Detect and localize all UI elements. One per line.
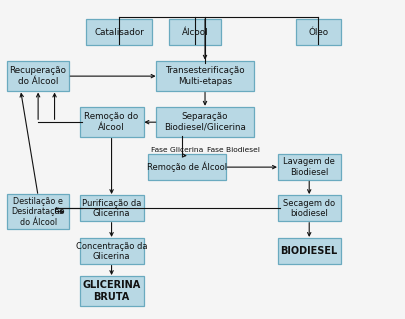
FancyBboxPatch shape [7, 195, 69, 229]
Text: Destilação e
Desidratação
do Álcool: Destilação e Desidratação do Álcool [11, 197, 65, 227]
FancyBboxPatch shape [79, 276, 143, 306]
FancyBboxPatch shape [79, 107, 143, 137]
FancyBboxPatch shape [79, 238, 143, 264]
FancyBboxPatch shape [295, 19, 340, 45]
FancyBboxPatch shape [277, 196, 340, 221]
Text: Remoção do
Álcool: Remoção do Álcool [84, 113, 139, 132]
FancyBboxPatch shape [156, 107, 253, 137]
Text: Óleo: Óleo [307, 28, 328, 37]
Text: GLICERINA
BRUTA: GLICERINA BRUTA [82, 280, 141, 302]
Text: Transesterificação
Multi-etapas: Transesterificação Multi-etapas [165, 66, 244, 86]
FancyBboxPatch shape [168, 19, 221, 45]
Text: Concentração da
Glicerina: Concentração da Glicerina [76, 241, 147, 261]
Text: Catalisador: Catalisador [94, 28, 144, 37]
FancyBboxPatch shape [277, 154, 340, 180]
Text: Fase Biodiesel: Fase Biodiesel [207, 147, 259, 153]
FancyBboxPatch shape [7, 61, 69, 91]
Text: Secagem do
biodiesel: Secagem do biodiesel [282, 199, 335, 218]
FancyBboxPatch shape [277, 238, 340, 264]
Text: Purificação da
Glicerina: Purificação da Glicerina [82, 199, 141, 218]
FancyBboxPatch shape [147, 154, 226, 180]
FancyBboxPatch shape [85, 19, 152, 45]
FancyBboxPatch shape [79, 196, 143, 221]
Text: Recuperação
do Álcool: Recuperação do Álcool [10, 66, 66, 86]
Text: Fase Glicerina: Fase Glicerina [150, 147, 202, 153]
Text: BIODIESEL: BIODIESEL [280, 246, 337, 256]
Text: Remoção de Álcool: Remoção de Álcool [147, 162, 226, 172]
Text: Separação
Biodiesel/Glicerina: Separação Biodiesel/Glicerina [164, 113, 245, 132]
Text: Lavagem de
Biodiesel: Lavagem de Biodiesel [283, 157, 334, 177]
Text: Álcool: Álcool [181, 28, 208, 37]
FancyBboxPatch shape [156, 61, 253, 91]
